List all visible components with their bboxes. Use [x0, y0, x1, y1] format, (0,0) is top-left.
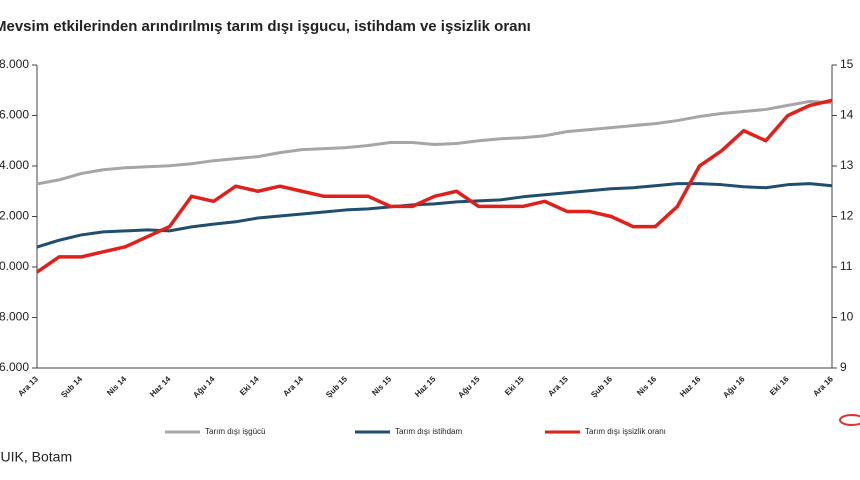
y-tick-label: 16.000 [0, 360, 29, 374]
y2-tick-label: 11 [840, 259, 853, 273]
y-tick-label: 22.000 [0, 209, 29, 223]
y2-tick-label: 9 [840, 360, 847, 374]
x-tick-label: Şub 15 [324, 374, 349, 399]
legend-label: Tarım dışı işgücü [205, 427, 265, 436]
y-tick-label: 20.000 [0, 259, 29, 273]
y-tick-label: 18.000 [0, 310, 29, 324]
y-tick-label: 26.000 [0, 108, 29, 122]
x-tick-label: Ağu 16 [721, 374, 747, 400]
series-line [36, 99, 833, 186]
x-tick-label: Haz 16 [678, 374, 703, 399]
y-tick-label: 24.000 [0, 158, 29, 172]
x-tick-label: Ağu 14 [191, 374, 217, 400]
x-tick-label: Ara 16 [811, 374, 835, 398]
source: TUIK, Botam [0, 449, 72, 465]
legend-label: Tarım dışı istihdam [395, 427, 462, 436]
y-tick-label: 28.000 [0, 57, 29, 71]
chart-title: Mevsim etkilerinden arındırılmış tarım d… [0, 18, 531, 35]
y2-tick-label: 15 [840, 57, 854, 71]
x-tick-label: Haz 14 [148, 374, 173, 399]
y2-tick-label: 13 [840, 158, 854, 172]
x-tick-label: Nis 15 [370, 374, 393, 397]
x-tick-label: Nis 16 [635, 374, 658, 397]
x-tick-label: Haz 15 [413, 374, 438, 399]
y2-tick-label: 10 [840, 310, 854, 324]
x-tick-label: Eki 16 [768, 374, 791, 397]
x-tick-label: Şub 16 [589, 374, 614, 399]
legend-label: Tarım dışı işsizlik oranı [585, 427, 666, 436]
y2-tick-label: 12 [840, 209, 854, 223]
x-tick-label: Şub 14 [59, 374, 84, 399]
x-tick-label: Ağu 15 [456, 374, 482, 400]
series-line [36, 98, 833, 274]
logo [839, 414, 860, 426]
x-tick-label: Nis 14 [105, 374, 128, 397]
x-tick-label: Eki 14 [238, 374, 261, 397]
x-tick-label: Ara 13 [16, 374, 40, 398]
x-tick-label: Ara 15 [546, 374, 570, 398]
x-tick-label: Ara 14 [281, 374, 305, 398]
series-line [36, 182, 833, 249]
y2-tick-label: 14 [840, 108, 854, 122]
x-tick-label: Eki 15 [503, 374, 526, 397]
